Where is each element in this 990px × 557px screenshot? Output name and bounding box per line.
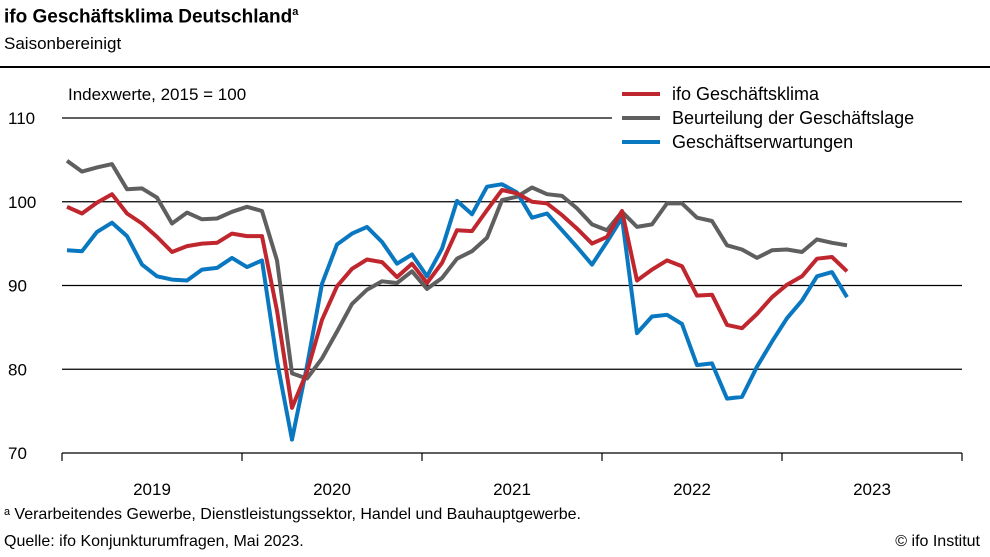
series-line-0 <box>66 188 849 410</box>
y-tick-label: 80 <box>8 360 27 379</box>
y-tick-label: 100 <box>8 193 36 212</box>
x-tick-label: 2020 <box>313 480 351 499</box>
line-chart: 70 80 90 100 110 2019 2020 2021 2022 2023 Indexwer… <box>8 80 982 499</box>
copyright: © ifo Institut <box>895 533 980 550</box>
series-line-2 <box>66 182 849 442</box>
footnote: ᵃ Verarbeitendes Gewerbe, Dienstleistung… <box>4 506 581 523</box>
y-tick-label: 110 <box>8 109 35 128</box>
series-line-1 <box>65 159 848 381</box>
title-divider <box>0 66 990 68</box>
x-tick-label: 2021 <box>493 480 531 499</box>
title-footnote-marker: a <box>292 6 299 18</box>
x-tick-label: 2022 <box>673 480 711 499</box>
x-tick-label: 2023 <box>853 480 891 499</box>
legend-label: ifo Geschäftsklima <box>672 84 820 104</box>
legend-label: Beurteilung der Geschäftslage <box>672 108 914 128</box>
chart-subtitle: Saisonbereinigt <box>4 34 122 53</box>
title-text: ifo Geschäftsklima Deutschland <box>4 6 293 28</box>
y-tick-label: 90 <box>8 277 27 296</box>
chart-title: ifo Geschäftsklima Deutschlanda <box>4 6 298 28</box>
unit-label-background <box>66 80 306 106</box>
y-tick-label: 70 <box>8 444 27 463</box>
unit-label: Indexwerte, 2015 = 100 <box>68 85 246 104</box>
legend-label: Geschäftserwartungen <box>672 132 853 152</box>
legend-background <box>612 80 982 158</box>
source-note: Quelle: ifo Konjunkturumfragen, Mai 2023… <box>4 533 304 550</box>
x-tick-label: 2019 <box>133 480 171 499</box>
